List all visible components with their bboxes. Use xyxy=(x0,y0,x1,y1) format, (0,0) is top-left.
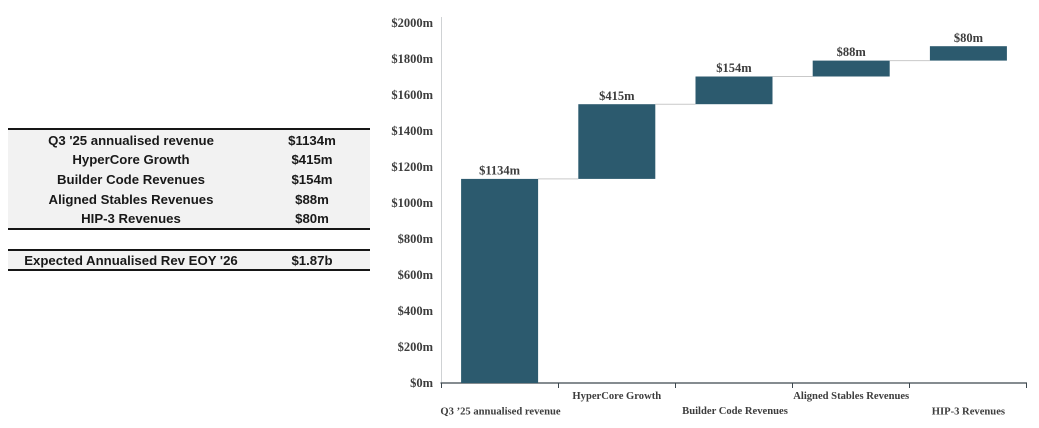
svg-text:$400m: $400m xyxy=(398,304,434,318)
svg-text:$88m: $88m xyxy=(837,45,867,59)
svg-text:Q3 ’25 annualised revenue: Q3 ’25 annualised revenue xyxy=(440,407,560,418)
svg-text:HIP-3 Revenues: HIP-3 Revenues xyxy=(932,407,1005,418)
svg-text:$80m: $80m xyxy=(954,31,984,45)
svg-text:$1000m: $1000m xyxy=(391,196,433,210)
svg-text:$1800m: $1800m xyxy=(391,52,433,66)
svg-text:$1134m: $1134m xyxy=(479,164,521,178)
svg-text:HyperCore Growth: HyperCore Growth xyxy=(572,391,661,402)
svg-text:$600m: $600m xyxy=(398,268,434,282)
svg-text:Aligned Stables Revenues: Aligned Stables Revenues xyxy=(793,391,909,402)
svg-text:$1400m: $1400m xyxy=(391,124,433,138)
svg-text:$415m: $415m xyxy=(599,89,635,103)
svg-text:$1600m: $1600m xyxy=(391,88,433,102)
svg-text:$1200m: $1200m xyxy=(391,160,433,174)
svg-text:Builder Code Revenues: Builder Code Revenues xyxy=(682,406,788,417)
svg-text:$154m: $154m xyxy=(716,61,752,75)
svg-text:$0m: $0m xyxy=(410,376,434,390)
svg-text:$2000m: $2000m xyxy=(391,16,433,30)
svg-text:$200m: $200m xyxy=(398,340,434,354)
svg-text:$800m: $800m xyxy=(398,232,434,246)
